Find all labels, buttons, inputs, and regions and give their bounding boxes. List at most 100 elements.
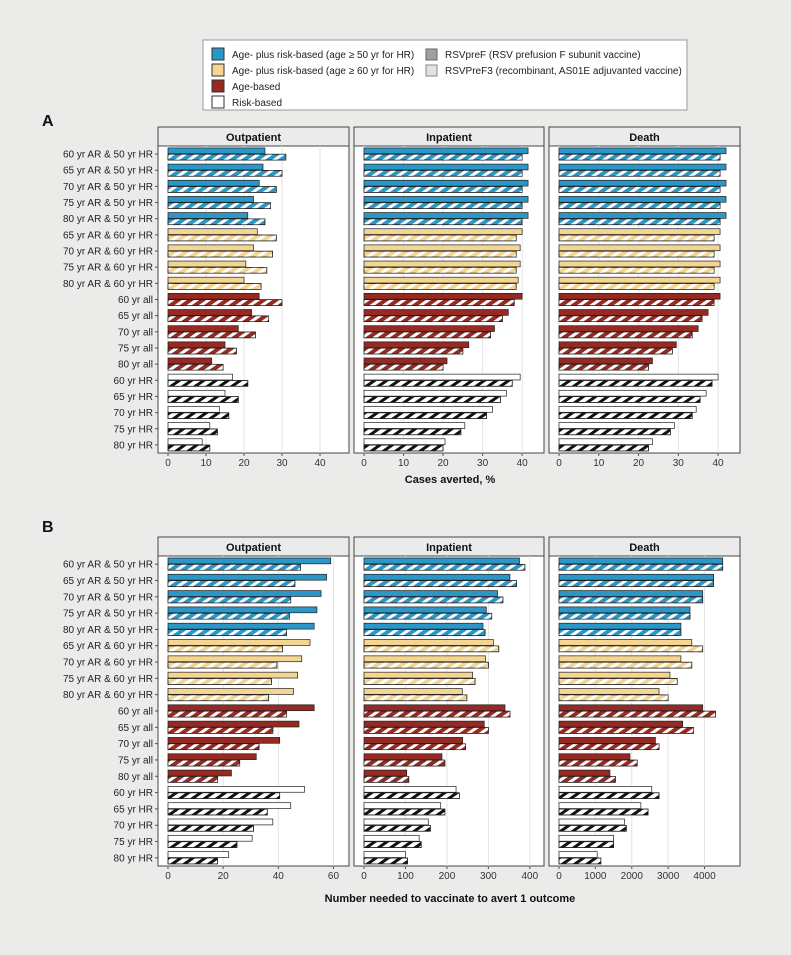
bar-rsvpref3-hatch	[363, 792, 460, 799]
panel-a: A Cases averted, % 60 yr AR & 50 yr HR 65…	[42, 113, 741, 486]
x-tick-label: 10	[200, 458, 212, 469]
bar-rsvpref3-hatch	[167, 380, 249, 387]
bar-rsvpref3-hatch	[363, 186, 523, 193]
bar-rsvpref	[167, 639, 311, 646]
bar-rsvpref3-hatch	[558, 218, 721, 226]
bar-rsvpref3-hatch	[558, 629, 682, 636]
legend-label-age-risk-60: Age- plus risk-based (age ≥ 60 yr for HR…	[232, 66, 414, 77]
bar-rsvpref3-hatch	[167, 629, 287, 636]
bar-rsvpref3-hatch	[167, 743, 260, 751]
category-label: 80 yr HR	[114, 440, 153, 451]
legend-label-rsvpref: RSVpreF (RSV prefusion F subunit vaccine…	[445, 50, 641, 61]
panel-a-label: A	[42, 113, 54, 130]
bar-rsvpref	[363, 688, 463, 695]
x-tick-label: 20	[438, 458, 450, 469]
bar-rsvpref	[363, 212, 529, 219]
bar-rsvpref	[558, 639, 693, 646]
bar-rsvpref	[167, 422, 211, 429]
bar-rsvpref	[363, 373, 521, 381]
bar-rsvpref3-hatch	[363, 857, 408, 865]
bar-rsvpref	[558, 834, 614, 842]
bar-rsvpref	[167, 406, 220, 413]
bar-rsvpref3-hatch	[167, 250, 273, 258]
bar-rsvpref3-hatch	[363, 759, 446, 767]
x-tick-label: 0	[556, 458, 562, 469]
category-label: 65 yr AR & 60 yr HR	[63, 641, 153, 652]
bar-rsvpref3-hatch	[363, 743, 466, 751]
x-tick-label: 0	[165, 458, 171, 469]
panel-a-xlabel: Cases averted, %	[405, 474, 496, 486]
bar-rsvpref3-hatch	[167, 661, 278, 669]
bar-rsvpref	[363, 753, 443, 760]
bar-rsvpref3-hatch	[167, 808, 268, 816]
legend-label-age-based: Age-based	[232, 82, 280, 93]
x-tick-label: 40	[314, 458, 326, 469]
category-label: 65 yr HR	[114, 804, 153, 815]
bar-rsvpref3-hatch	[558, 153, 721, 161]
category-label: 75 yr HR	[114, 837, 153, 848]
bar-rsvpref3-hatch	[363, 596, 504, 604]
category-label: 75 yr AR & 60 yr HR	[63, 674, 153, 685]
bar-rsvpref3-hatch	[363, 363, 444, 371]
category-label: 75 yr AR & 50 yr HR	[63, 198, 153, 209]
bar-rsvpref3-hatch	[167, 186, 277, 193]
bar-rsvpref3-hatch	[167, 694, 270, 702]
bar-rsvpref3-hatch	[558, 444, 649, 452]
bar-rsvpref3-hatch	[558, 234, 715, 242]
category-label: 60 yr HR	[114, 376, 153, 387]
bar-rsvpref	[558, 357, 653, 365]
x-tick-label: 1000	[584, 871, 607, 882]
bar-rsvpref	[363, 179, 529, 187]
bar-rsvpref	[167, 293, 260, 300]
category-label: 70 yr AR & 50 yr HR	[63, 592, 153, 603]
bar-rsvpref3-hatch	[363, 267, 517, 274]
bar-rsvpref	[167, 341, 226, 349]
bar-rsvpref3-hatch	[363, 396, 501, 403]
category-label: 75 yr all	[118, 755, 153, 766]
bar-rsvpref	[167, 438, 203, 445]
x-tick-label: 3000	[657, 871, 680, 882]
bar-rsvpref	[167, 802, 292, 809]
bar-rsvpref3-hatch	[558, 202, 721, 209]
bar-rsvpref3-hatch	[558, 776, 616, 783]
bar-rsvpref	[363, 422, 466, 429]
legend: Age- plus risk-based (age ≥ 50 yr for HR…	[202, 39, 688, 111]
bar-rsvpref	[558, 228, 721, 235]
panel-b-label: B	[42, 519, 54, 536]
bar-rsvpref3-hatch	[167, 825, 254, 832]
bar-rsvpref3-hatch	[558, 380, 713, 387]
facet-title: Outpatient	[226, 132, 281, 144]
bar-rsvpref3-hatch	[363, 694, 468, 702]
bar-rsvpref3-hatch	[363, 661, 489, 669]
bar-rsvpref3-hatch	[558, 299, 715, 306]
x-tick-label: 0	[556, 871, 562, 882]
bar-rsvpref	[167, 688, 294, 695]
x-tick-label: 20	[218, 871, 230, 882]
legend-label-age-risk-50: Age- plus risk-based (age ≥ 50 yr for HR…	[232, 50, 414, 61]
facet-title: Death	[629, 132, 660, 144]
x-tick-label: 100	[397, 871, 414, 882]
bar-rsvpref	[167, 373, 233, 381]
bar-rsvpref3-hatch	[558, 825, 627, 832]
bar-rsvpref	[167, 260, 247, 268]
bar-rsvpref	[558, 590, 704, 597]
bar-rsvpref	[558, 671, 671, 679]
bar-rsvpref	[363, 163, 529, 171]
x-tick-label: 200	[439, 871, 456, 882]
bar-rsvpref	[363, 293, 523, 300]
legend-swatch-rsvpref3	[425, 64, 438, 77]
bar-rsvpref	[363, 406, 493, 413]
x-tick-label: 60	[328, 871, 340, 882]
bar-rsvpref3-hatch	[558, 347, 673, 355]
category-label: 80 yr all	[118, 772, 153, 783]
bar-rsvpref3-hatch	[363, 678, 476, 685]
category-label: 75 yr AR & 50 yr HR	[63, 609, 153, 620]
bar-rsvpref	[558, 438, 653, 445]
bar-rsvpref	[558, 557, 724, 565]
bar-rsvpref3-hatch	[558, 710, 716, 718]
x-tick-label: 0	[361, 871, 367, 882]
bar-rsvpref	[363, 438, 446, 445]
bar-rsvpref	[167, 851, 230, 858]
bar-rsvpref	[558, 704, 704, 712]
